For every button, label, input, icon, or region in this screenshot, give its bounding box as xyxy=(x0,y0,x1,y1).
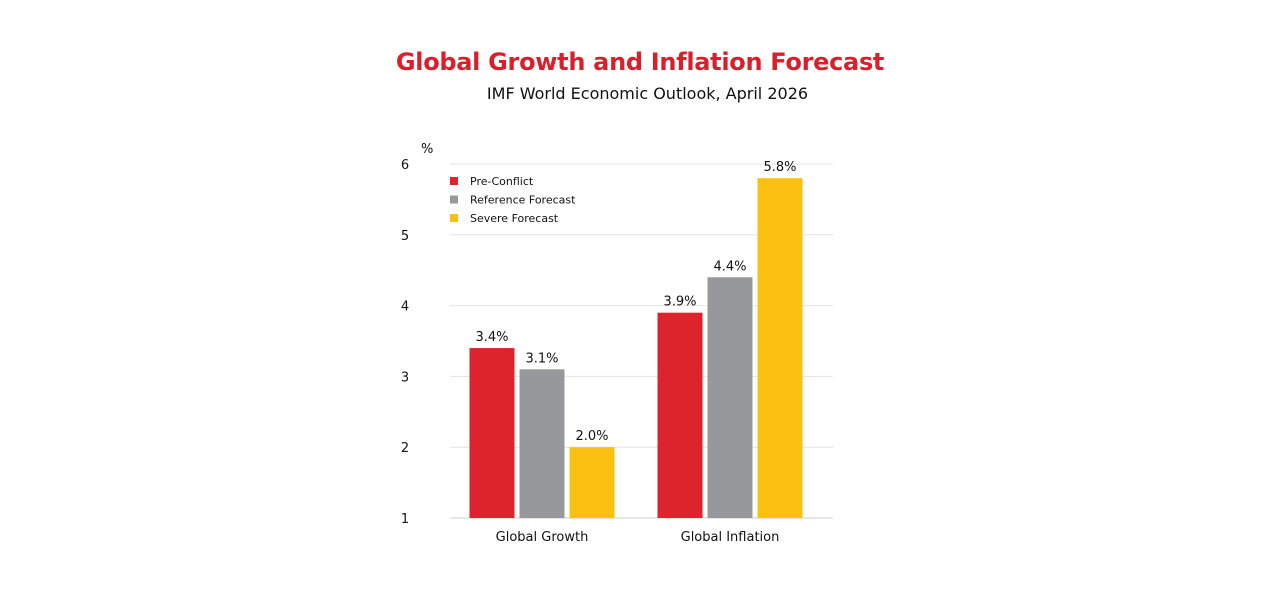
chart-subtitle: IMF World Economic Outlook, April 2026 xyxy=(486,84,809,103)
bar xyxy=(469,348,515,518)
x-tick-label: Global Growth xyxy=(496,530,589,545)
legend-swatch xyxy=(450,177,458,185)
y-tick-label: 3 xyxy=(401,370,409,385)
data-label: 2.0% xyxy=(575,429,608,444)
y-tick-label: 2 xyxy=(401,441,409,456)
x-axis: Global Growth Global Inflation xyxy=(496,530,780,545)
data-label: 5.8% xyxy=(763,160,796,175)
bars xyxy=(469,178,803,518)
x-tick-label: Global Inflation xyxy=(681,530,780,545)
data-label: 3.9% xyxy=(663,295,696,310)
legend-swatch xyxy=(450,195,458,204)
y-tick-label: 1 xyxy=(401,512,409,527)
data-labels: 3.4% 3.1% 2.0% 3.9% 4.4% 5.8% xyxy=(475,160,796,444)
y-tick-label: 5 xyxy=(401,229,409,244)
bar xyxy=(657,312,703,518)
chart-title: Global Growth and Inflation Forecast xyxy=(395,48,885,76)
legend-label: Pre-Conflict xyxy=(470,175,534,188)
legend-label: Severe Forecast xyxy=(470,212,559,225)
y-axis-label: % xyxy=(421,142,433,157)
data-label: 3.1% xyxy=(525,351,558,366)
bar xyxy=(757,178,803,518)
y-tick-label: 6 xyxy=(401,158,409,173)
y-axis: 1 2 3 4 5 6 xyxy=(401,158,409,527)
legend-label: Reference Forecast xyxy=(470,194,576,207)
data-label: 3.4% xyxy=(475,330,508,345)
data-label: 4.4% xyxy=(713,259,746,274)
bar xyxy=(707,277,753,518)
legend-swatch xyxy=(450,214,458,222)
bar xyxy=(519,369,565,518)
y-tick-label: 4 xyxy=(401,300,409,315)
bar xyxy=(569,447,615,518)
legend: Pre-Conflict Reference Forecast Severe For… xyxy=(450,175,576,225)
